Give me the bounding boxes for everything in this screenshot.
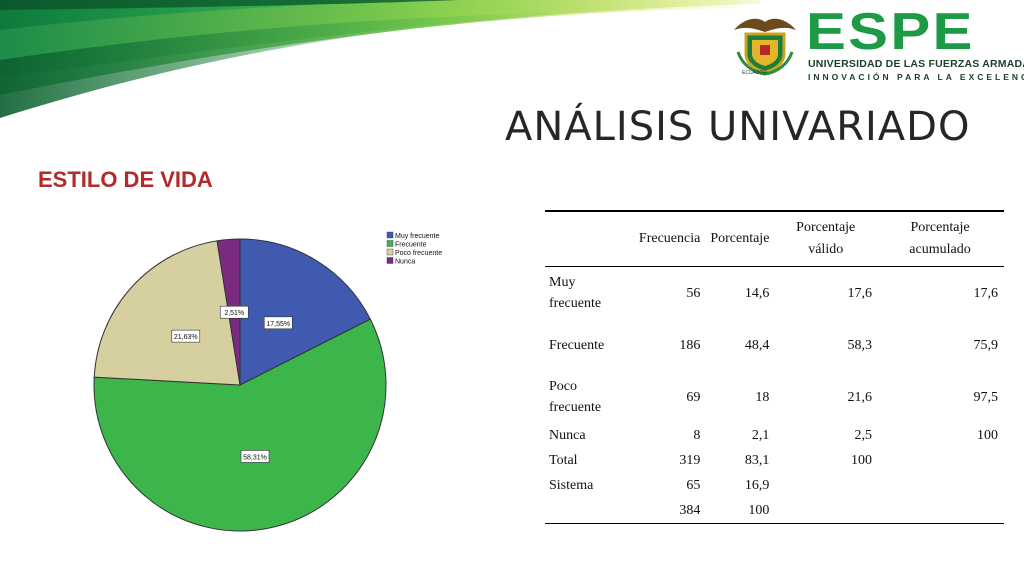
table-row: Nunca 8 2,1 2,5 100 [545, 423, 1004, 448]
table-cell: 384 [679, 503, 701, 518]
legend-item: Nunca [386, 257, 415, 266]
table-row-label: Total [549, 453, 578, 468]
legend-swatch [386, 248, 394, 256]
legend-item: Muy frecuente [386, 231, 439, 240]
pie-slice-frecuente [93, 318, 387, 532]
table-row-label: Muy frecuente [549, 275, 602, 311]
table-cell: 69 [686, 389, 701, 405]
table-cell [775, 473, 878, 498]
svg-text:21,63%: 21,63% [174, 334, 198, 341]
table-cell: 17,6 [847, 285, 873, 301]
table-cell: 319 [679, 453, 701, 468]
section-title: ESTILO DE VIDA [38, 167, 213, 192]
pie-slice-poco-frecuente [93, 240, 241, 386]
table-row-label: Sistema [549, 478, 594, 493]
legend-item: Frecuente [386, 240, 427, 249]
table-cell [878, 473, 1004, 498]
table-row: Poco frecuente 69 18 21,6 97,5 [545, 371, 1004, 423]
table-cell: 83,1 [744, 453, 770, 468]
table-row-label: Frecuente [549, 337, 605, 353]
legend-label: Frecuente [395, 242, 427, 249]
legend-label: Poco frecuente [395, 250, 442, 257]
table-cell [878, 448, 1004, 473]
frequency-table: Frecuencia Porcentaje Porcentaje válido … [545, 210, 1004, 524]
table-body: Muy frecuente 56 14,6 17,6 17,6 Frecuente 186 4… [545, 267, 1004, 524]
legend-swatch [386, 240, 394, 247]
table-cell: 75,9 [973, 337, 999, 353]
table-header-porcentaje-valido: Porcentaje válido [775, 211, 879, 267]
svg-text:17,55%: 17,55% [266, 321, 290, 328]
table-cell: 16,9 [744, 478, 770, 493]
pie-data-label: 17,55% [263, 316, 293, 330]
table-cell: 186 [679, 337, 701, 353]
table-cell [878, 498, 1004, 524]
table-header-row: Frecuencia Porcentaje Porcentaje válido … [545, 211, 1004, 267]
table-row: 384 100 [545, 498, 1004, 524]
emblem-caption: ECUADOR [742, 70, 768, 76]
table-row-label: Nunca [549, 428, 586, 443]
pie-data-label: 2,51% [219, 305, 249, 319]
espe-emblem-icon [734, 18, 796, 76]
legend-item: Poco frecuente [386, 248, 442, 257]
logo-university-name: UNIVERSIDAD DE LAS FUERZAS ARMADAS [808, 58, 1024, 70]
table-cell: 2,5 [854, 428, 873, 443]
table-cell: 8 [693, 428, 701, 443]
table-cell: 65 [686, 478, 701, 493]
pie-chart: 17,55% 58,31% 21,63% 2,51% Muy frecuente Fre… [93, 231, 442, 532]
table-cell: 100 [977, 428, 998, 443]
table-row: Sistema 65 16,9 [545, 473, 1004, 498]
slide-title: ANÁLISIS UNIVARIADO [505, 104, 971, 150]
table-cell: 2,1 [751, 428, 770, 443]
pie-slice-muy-frecuente [239, 238, 371, 386]
table-row: Muy frecuente 56 14,6 17,6 17,6 [545, 267, 1004, 320]
table-header-frecuencia: Frecuencia [634, 211, 707, 267]
legend-swatch [386, 231, 394, 239]
table-cell: 18 [755, 389, 770, 405]
espe-wordmark: ESPE [806, 3, 975, 61]
table-header-empty [545, 211, 635, 267]
table-cell: 17,6 [973, 285, 999, 301]
legend-label: Nunca [395, 259, 415, 266]
table-row: Frecuente 186 48,4 58,3 75,9 [545, 319, 1004, 371]
table-cell: 58,3 [847, 337, 873, 353]
espe-logo: ECUADOR ESPE UNIVERSIDAD DE LAS FUERZAS … [728, 3, 1024, 88]
pie-data-label: 58,31% [240, 450, 270, 463]
table-cell: 100 [851, 453, 873, 468]
table-cell: 21,6 [847, 389, 873, 405]
table-row: Total 319 83,1 100 [545, 448, 1004, 473]
logo-tagline: INNOVACIÓN PARA LA EXCELENCIA [808, 72, 1024, 82]
table-header-porcentaje: Porcentaje [706, 211, 776, 267]
table-cell: 100 [748, 503, 770, 518]
banner-graphic [0, 0, 760, 118]
table-row-label [545, 498, 635, 524]
table-cell [775, 498, 878, 524]
table-cell: 97,5 [973, 389, 999, 405]
legend-label: Muy frecuente [395, 233, 439, 240]
legend-swatch [386, 257, 394, 264]
table-row-label: Poco frecuente [549, 379, 602, 415]
pie-slices [93, 238, 387, 532]
table-cell: 48,4 [744, 337, 770, 353]
pie-data-label: 21,63% [171, 329, 201, 343]
svg-text:58,31%: 58,31% [243, 454, 267, 461]
table-cell: 56 [686, 285, 701, 301]
pie-labels: 17,55% 58,31% 21,63% 2,51% [171, 305, 293, 463]
table-header-porcentaje-acumulado: Porcentaje acumulado [878, 211, 1004, 267]
table-cell: 14,6 [744, 285, 770, 301]
svg-text:2,51%: 2,51% [224, 310, 244, 317]
